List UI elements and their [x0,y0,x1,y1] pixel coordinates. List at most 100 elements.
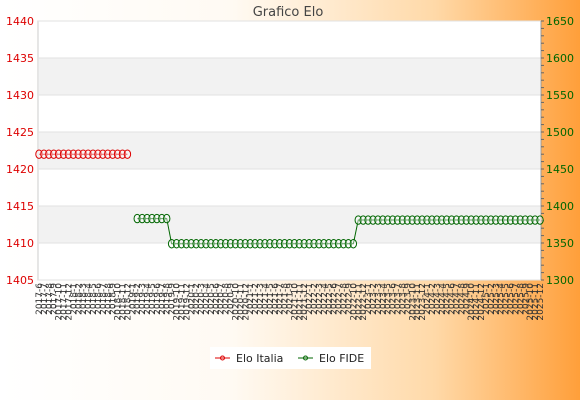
x-tick-label: 2022-11 [354,283,364,321]
x-tick-label: 2025-1 [482,283,492,315]
x-tick-label: 2020-3 [197,283,207,315]
x-tick-label: 2023-3 [374,283,384,315]
y-right-tick-label: 1350 [546,237,574,250]
y-left-tick-label: 1435 [6,52,34,65]
x-tick-label: 2017-12 [64,283,74,321]
x-tick-label: 2022-5 [325,283,335,315]
x-tick-label: 2024-2 [428,283,438,315]
x-tick-label: 2017-7 [40,283,50,315]
x-tick-label: 2022-3 [315,283,325,315]
x-tick-label: 2022-8 [340,283,350,315]
x-tick-label: 2019-6 [153,283,163,315]
x-tick-label: 2019-8 [163,283,173,315]
x-tick-label: 2017-10 [55,283,65,321]
x-tick-label: 2018-9 [109,283,119,315]
x-tick-label: 2019-9 [168,283,178,315]
series-elo-italia [35,149,132,159]
y-left-tick-label: 1415 [6,200,34,213]
y-left-tick-label: 1420 [6,163,34,176]
x-tick-label: 2024-10 [467,283,477,321]
data-point [123,149,132,159]
x-tick-label: 2017-6 [35,283,45,315]
x-tick-label: 2022-12 [359,283,369,321]
x-tick-label: 2025-9 [521,283,531,315]
y-left-tick-label: 1430 [6,89,34,102]
y-left-tick-label: 1440 [6,15,34,28]
x-tick-label: 2019-12 [182,283,192,321]
x-tick-label: 2021-5 [266,283,276,315]
x-tick-label: 2020-8 [222,283,232,315]
x-tick-label: 2020-12 [241,283,251,321]
x-tick-label: 2022-4 [320,283,330,315]
x-tick-label: 2022-10 [349,283,359,321]
x-tick-label: 2020-10 [231,283,241,321]
x-tick-label: 2024-7 [453,283,463,315]
x-tick-label: 2022-9 [344,283,354,315]
x-tick-label: 2023-7 [394,283,404,315]
grid-bands [39,58,540,243]
data-point [536,215,544,225]
x-tick-label: 2020-11 [236,283,246,321]
legend-marker-fide [303,355,308,361]
x-tick-label: 2025-12 [536,283,546,321]
x-tick-label: 2017-9 [50,283,60,315]
legend-label-italia: Elo Italia [236,352,283,365]
y-left-tick-label: 1405 [6,274,34,287]
x-tick-label: 2022-6 [330,283,340,315]
x-tick-label: 2020-4 [202,283,212,315]
x-tick-label: 2021-8 [281,283,291,315]
series-elo-fide [133,213,544,249]
x-tick-label: 2020-9 [227,283,237,315]
x-tick-label: 2018-4 [84,283,94,315]
x-tick-label: 2021-3 [256,283,266,315]
x-tick-label: 2019-4 [143,283,153,315]
x-tick-label: 2025-2 [487,283,497,315]
x-tick-label: 2020-6 [212,283,222,315]
x-tick-label: 2023-1 [364,283,374,315]
x-tick-label: 2018-10 [114,283,124,321]
x-tick-label: 2018-3 [79,283,89,315]
x-axis-ticks: 2017-62017-72017-82017-92017-102017-1120… [35,283,546,321]
x-tick-label: 2024-6 [448,283,458,315]
x-tick-label: 2024-4 [438,283,448,315]
y-right-tick-label: 1450 [546,163,574,176]
x-tick-label: 2025-5 [502,283,512,315]
data-point [349,239,358,249]
x-tick-label: 2021-10 [290,283,300,321]
x-tick-label: 2019-2 [133,283,143,315]
x-tick-label: 2021-11 [295,283,305,321]
x-tick-label: 2023-2 [369,283,379,315]
x-tick-label: 2020-5 [207,283,217,315]
x-tick-label: 2025-10 [526,283,536,321]
x-tick-label: 2024-1 [423,283,433,315]
x-tick-label: 2018-8 [104,283,114,315]
x-tick-label: 2025-3 [492,283,502,315]
x-tick-label: 2021-6 [271,283,281,315]
x-tick-label: 2018-7 [99,283,109,315]
x-tick-label: 2017-8 [45,283,55,315]
x-tick-label: 2018-11 [119,283,129,321]
x-tick-label: 2021-4 [261,283,271,315]
y-axis-left-ticks: 1405 1410 1415 1420 1425 1430 1435 1440 [6,15,34,287]
y-right-tick-label: 1400 [546,200,574,213]
x-tick-label: 2018-5 [89,283,99,315]
x-tick-label: 2025-8 [516,283,526,315]
x-tick-label: 2024-11 [472,283,482,321]
x-tick-label: 2025-6 [507,283,517,315]
y-axis-right-ticks: 1300 1350 1400 1450 1500 1550 1600 1650 [540,15,574,287]
y-right-tick-label: 1600 [546,52,574,65]
x-tick-label: 2019-7 [158,283,168,315]
x-tick-label: 2024-3 [433,283,443,315]
x-tick-label: 2023-11 [413,283,423,321]
x-tick-label: 2021-7 [276,283,286,315]
legend-box [210,347,371,369]
x-tick-label: 2019-3 [138,283,148,315]
x-tick-label: 2021-2 [251,283,261,315]
x-tick-label: 2025-4 [497,283,507,315]
x-tick-label: 2024-5 [443,283,453,315]
x-tick-label: 2020-2 [192,283,202,315]
y-right-tick-label: 1650 [546,15,574,28]
grid-lines [38,20,541,281]
grid-band [39,58,540,95]
